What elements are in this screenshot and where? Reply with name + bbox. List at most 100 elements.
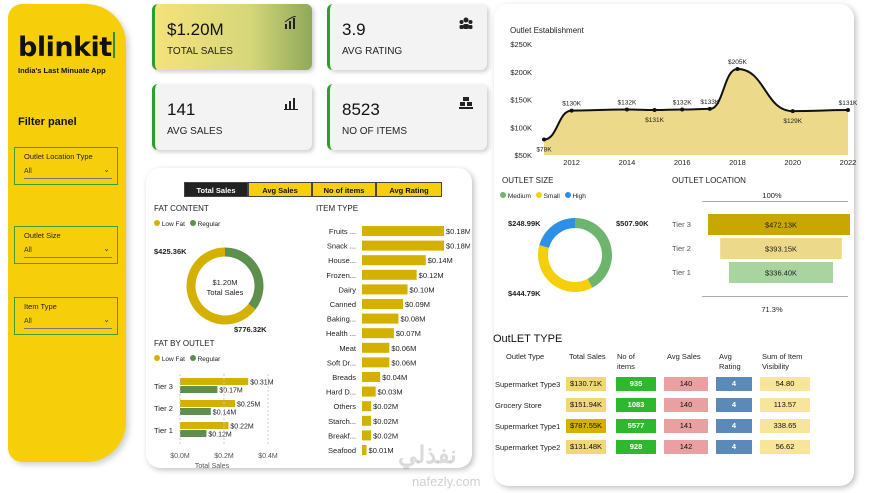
table-cell: 141 — [664, 419, 708, 433]
filter-select[interactable]: All ⌄ — [24, 244, 112, 258]
kpi-value: 8523 — [342, 100, 380, 119]
bar-category-label: Soft Dr... — [327, 358, 356, 367]
bar-data-label: $0.01M — [369, 446, 394, 455]
table-row-label: Supermarket Type3 — [495, 380, 561, 389]
bar-category-label: Breads — [332, 373, 356, 382]
bar — [362, 313, 399, 324]
tab-avg-rating[interactable]: Avg Rating — [376, 182, 442, 197]
fat-by-outlet-title: FAT BY OUTLET — [154, 339, 215, 348]
outlet-size-title: OUTLET SIZE — [502, 176, 554, 185]
bar-data-label: $0.06M — [391, 358, 416, 367]
filter-select[interactable]: All ⌄ — [24, 315, 112, 329]
bar-data-label: $0.10M — [410, 285, 435, 294]
funnel-bottom-label: 71.3% — [761, 305, 783, 314]
bar — [362, 269, 417, 280]
kpi-label: TOTAL SALES — [167, 46, 233, 57]
donut-slice — [186, 247, 256, 325]
data-point — [707, 106, 712, 111]
tab-no-of-items[interactable]: No of items — [312, 182, 376, 197]
kpi-total-sales: $1.20M TOTAL SALES — [152, 4, 312, 70]
col-header: Outlet Type — [506, 352, 545, 361]
bar-category-label: Canned — [330, 300, 356, 309]
funnel-data-label: $472.13K — [765, 221, 797, 230]
table-cell: 338.65 — [760, 419, 810, 433]
donut-slice — [574, 218, 612, 288]
tab-avg-sales[interactable]: Avg Sales — [248, 182, 312, 197]
table-cell: 140 — [664, 377, 708, 391]
funnel-bar — [708, 214, 850, 235]
bar — [362, 401, 372, 412]
y-tick-label: $250K — [510, 40, 532, 49]
bar-data-label: $0.12M — [419, 271, 444, 280]
bar-data-label: $0.17M — [219, 388, 243, 395]
funnel-bar — [720, 238, 842, 259]
donut-slice — [538, 245, 593, 292]
bar-data-label: $0.02M — [373, 431, 398, 440]
donut-center-label: Total Sales — [206, 288, 244, 297]
bar — [362, 372, 381, 382]
bar-data-label: $0.03M — [378, 388, 403, 397]
bar — [180, 386, 218, 393]
bar-category-label: Hard D... — [326, 388, 356, 397]
chevron-down-icon: ⌄ — [103, 165, 110, 174]
kpi-value: 141 — [167, 100, 196, 119]
table-cell: 5577 — [616, 419, 656, 433]
y-tick-label: $200K — [510, 68, 532, 77]
x-tick-label: 2018 — [729, 158, 746, 167]
data-label: $132K — [673, 99, 692, 106]
bar — [180, 408, 211, 415]
fat-content-donut — [186, 247, 264, 325]
donut-slice — [539, 218, 576, 249]
x-tick-label: 2014 — [619, 158, 636, 167]
bar-data-label: $0.25M — [237, 402, 261, 409]
y-tick-label: $100K — [510, 123, 532, 132]
fat-lowfat-label: $776.32K — [234, 325, 267, 334]
data-label: $205K — [728, 59, 747, 66]
brand-logo: blinkit — [18, 32, 115, 63]
data-point — [569, 108, 574, 113]
table-cell: 56.62 — [760, 440, 810, 454]
bar-data-label: $0.12M — [208, 432, 232, 439]
kpi-value: 3.9 — [342, 20, 366, 39]
bar-data-label: $0.02M — [373, 402, 398, 411]
outlet-size-donut — [538, 218, 612, 292]
funnel-data-label: $336.40K — [765, 269, 797, 278]
bar-data-label: $0.18M — [446, 227, 470, 236]
filter-item-type[interactable]: Item Type All ⌄ — [14, 297, 118, 335]
table-cell: 4 — [716, 440, 752, 454]
x-tick-label: 2020 — [784, 158, 801, 167]
bar-category-label: House... — [328, 256, 356, 265]
bar-data-label: $0.04M — [382, 373, 407, 382]
chevron-down-icon: ⌄ — [103, 244, 110, 253]
col-header: Avg Sales — [667, 352, 701, 361]
table-cell: $130.71K — [566, 377, 606, 391]
donut-center-value: $1.20M — [212, 278, 238, 287]
table-cell: $151.94K — [566, 398, 606, 412]
data-point — [652, 108, 657, 113]
bar-category-label: Baking... — [327, 315, 356, 324]
kpi-label: AVG RATING — [342, 46, 403, 57]
bar — [362, 430, 372, 441]
bar — [180, 430, 207, 437]
watermark-arabic: نفذلي — [398, 442, 457, 469]
bar-data-label: $0.02M — [373, 417, 398, 426]
x-tick-label: 2016 — [674, 158, 691, 167]
outlet-location-title: OUTLET LOCATION — [672, 176, 746, 185]
bar-data-label: $0.06M — [391, 344, 416, 353]
kpi-label: NO OF ITEMS — [342, 126, 407, 137]
kpi-avg-rating: 3.9 AVG RATING — [327, 4, 487, 70]
filter-select[interactable]: All ⌄ — [24, 165, 112, 179]
table-cell: 935 — [616, 377, 656, 391]
filter-outlet-location-type[interactable]: Outlet Location Type All ⌄ — [14, 147, 118, 185]
tab-total-sales[interactable]: Total Sales — [184, 182, 248, 197]
bar — [362, 445, 367, 455]
data-label: $132K — [618, 99, 637, 106]
bar-chart-icon — [284, 98, 298, 110]
fat-content-title: FAT CONTENT — [154, 204, 209, 213]
data-point — [542, 137, 546, 142]
table-cell: 4 — [716, 398, 752, 412]
filter-outlet-size[interactable]: Outlet Size All ⌄ — [14, 226, 118, 264]
data-point — [624, 107, 629, 112]
bar — [362, 226, 444, 236]
legend-regular: Regular — [197, 221, 221, 228]
